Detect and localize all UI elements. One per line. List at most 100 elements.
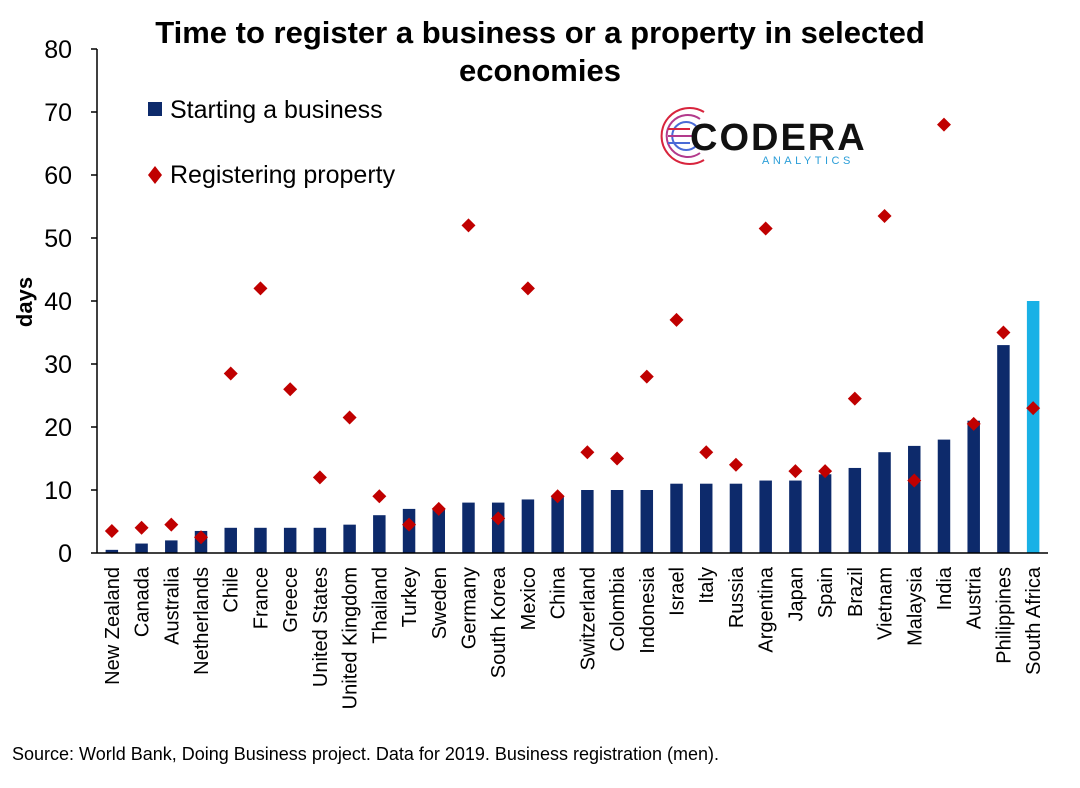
bar-australia [165,540,178,553]
marker-austria [966,416,981,431]
chart-title-line-2: economies [459,53,621,88]
bar-spain [818,474,832,553]
x-tick-label: Sweden [429,567,451,639]
chart-title-line-1: Time to register a business or a propert… [155,15,925,50]
bar-united-states [313,527,327,553]
x-tick-label: Germany [458,567,480,649]
x-tick-label: Canada [132,566,154,637]
x-tick-label: New Zealand [102,567,124,685]
marker-canada [134,520,149,535]
bar-thailand [373,515,386,553]
bar-mexico [521,499,535,553]
marker-netherlands [194,530,209,545]
x-tick-label: Philippines [993,567,1015,664]
marker-colombia [610,451,625,466]
bar-germany [462,502,475,553]
x-tick-label: Vietnam [875,567,897,640]
bar-greece [283,527,297,553]
marker-switzerland [580,445,595,460]
marker-mexico [520,281,535,296]
marker-united-kingdom [342,410,357,425]
bar-series [105,301,1040,553]
marker-series [104,117,1041,545]
legend: Starting a business Registering property [148,96,396,189]
legend-label-registering-property: Registering property [170,161,396,189]
y-tick-label: 30 [44,351,72,379]
y-axis-ticks: 0 10 20 30 40 50 60 70 80 [44,36,97,568]
legend-label-starting-business: Starting a business [170,96,383,124]
x-tick-label: United States [310,567,332,687]
x-tick-label: Switzerland [577,567,599,670]
bar-malaysia [908,445,921,553]
marker-italy [699,445,714,460]
marker-india [936,117,951,132]
x-tick-label: Australia [161,566,183,645]
marker-south-korea [491,511,506,526]
bar-argentina [759,480,772,553]
marker-greece [283,382,298,397]
marker-israel [669,312,684,327]
marker-spain [818,464,833,479]
marker-argentina [758,221,773,236]
y-tick-label: 20 [44,414,72,442]
bar-vietnam [878,452,891,553]
marker-turkey [402,517,417,532]
x-tick-label: Brazil [845,567,867,617]
bar-united-kingdom [343,524,356,553]
codera-logo: CODERA ANALYTICS [660,107,865,167]
x-tick-label: South Korea [488,566,510,678]
marker-new-zealand [104,523,119,538]
bar-brazil [848,467,862,553]
marker-australia [164,517,179,532]
y-tick-label: 0 [58,540,72,568]
x-tick-label: Japan [785,567,807,622]
x-tick-label: Chile [221,567,243,613]
legend-swatch-bar [148,102,162,116]
x-tick-label: Mexico [518,567,540,630]
marker-south-africa [1026,401,1041,416]
x-tick-label: Italy [696,567,718,604]
bar-sweden [432,508,446,553]
bar-russia [729,483,743,553]
x-tick-label: Spain [815,567,837,618]
y-tick-label: 80 [44,36,72,64]
x-tick-label: Colombia [607,566,629,651]
y-tick-label: 70 [44,99,72,127]
marker-france [253,281,268,296]
marker-brazil [847,391,862,406]
bar-france [254,527,267,553]
x-tick-label: Greece [280,567,302,633]
x-tick-label: Thailand [369,567,391,644]
logo-circle-icon [660,107,705,165]
x-tick-label: Malaysia [904,566,926,646]
marker-thailand [372,489,387,504]
bar-new-zealand [105,549,119,553]
x-tick-label: Argentina [756,566,778,652]
y-axis-label: days [12,277,37,327]
x-axis-tick-labels: New Zealand Canada Australia Netherlands Chi… [102,566,1045,709]
y-tick-label: 10 [44,477,72,505]
bar-switzerland [581,490,594,553]
marker-sweden [431,501,446,516]
y-tick-label: 60 [44,162,72,190]
x-tick-label: Turkey [399,567,421,627]
legend-swatch-diamond [148,166,162,184]
marker-russia [728,457,743,472]
x-tick-label: Netherlands [191,567,213,675]
x-tick-label: India [934,566,956,610]
x-tick-label: Indonesia [637,566,659,654]
bar-philippines [997,345,1010,553]
bar-south-africa [1026,301,1040,553]
logo-tagline: ANALYTICS [762,155,854,167]
bar-canada [135,543,148,553]
bar-austria [967,420,980,553]
bar-indonesia [640,490,654,553]
bar-italy [699,483,713,553]
x-tick-label: China [548,566,570,619]
marker-philippines [996,325,1011,340]
marker-united-states [312,470,327,485]
marker-vietnam [877,208,892,223]
x-tick-label: Austria [964,566,986,629]
x-tick-label: France [250,567,272,629]
